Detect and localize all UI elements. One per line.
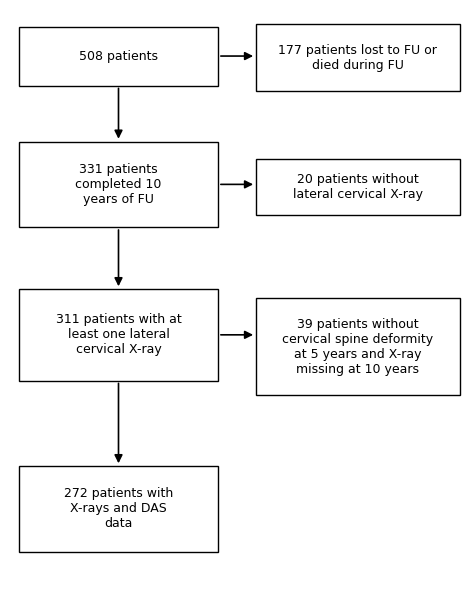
FancyBboxPatch shape — [256, 24, 460, 91]
Text: 177 patients lost to FU or
died during FU: 177 patients lost to FU or died during F… — [278, 44, 438, 71]
FancyBboxPatch shape — [19, 466, 218, 552]
FancyBboxPatch shape — [19, 289, 218, 381]
FancyBboxPatch shape — [19, 27, 218, 86]
Text: 272 patients with
X-rays and DAS
data: 272 patients with X-rays and DAS data — [64, 487, 173, 530]
FancyBboxPatch shape — [256, 298, 460, 395]
Text: 331 patients
completed 10
years of FU: 331 patients completed 10 years of FU — [75, 163, 162, 206]
FancyBboxPatch shape — [19, 142, 218, 227]
FancyBboxPatch shape — [256, 159, 460, 215]
Text: 39 patients without
cervical spine deformity
at 5 years and X-ray
missing at 10 : 39 patients without cervical spine defor… — [283, 317, 433, 376]
Text: 508 patients: 508 patients — [79, 50, 158, 63]
Text: 20 patients without
lateral cervical X-ray: 20 patients without lateral cervical X-r… — [293, 173, 423, 201]
Text: 311 patients with at
least one lateral
cervical X-ray: 311 patients with at least one lateral c… — [55, 313, 182, 356]
